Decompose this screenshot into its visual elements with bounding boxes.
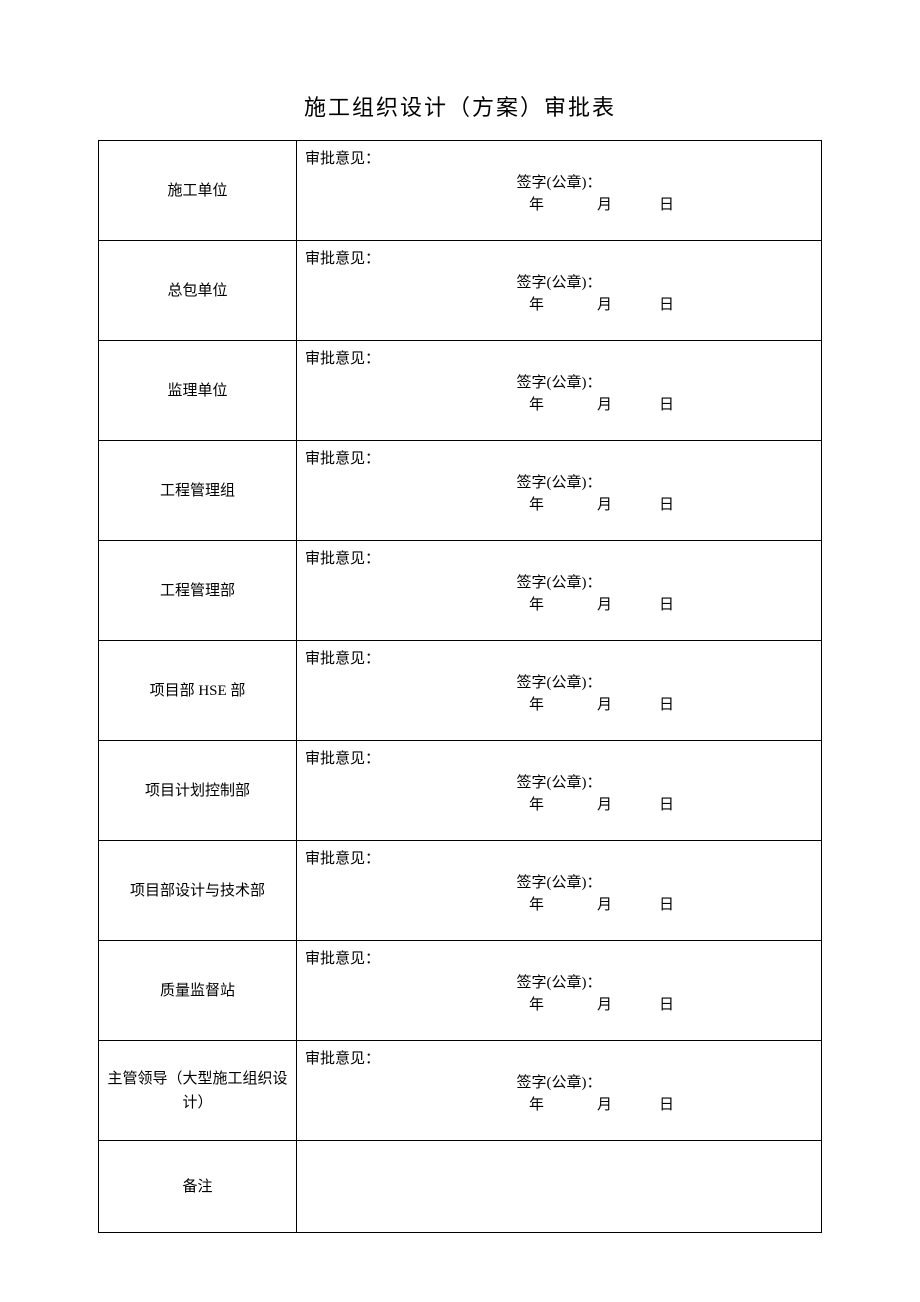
table-row: 主管领导（大型施工组织设计） 审批意见： 签字(公章)： 年 月 日 [99, 1041, 822, 1141]
sign-label: 签字(公章)： [297, 571, 821, 592]
year-label: 年 [529, 393, 544, 414]
sign-label: 签字(公章)： [297, 371, 821, 392]
table-row: 施工单位 审批意见： 签字(公章)： 年 月 日 [99, 141, 822, 241]
day-label: 日 [659, 593, 674, 614]
day-label: 日 [659, 993, 674, 1014]
row-content: 审批意见： 签字(公章)： 年 月 日 [297, 1041, 822, 1141]
month-label: 月 [597, 593, 612, 614]
year-label: 年 [529, 493, 544, 514]
row-label: 总包单位 [99, 241, 297, 341]
row-label: 施工单位 [99, 141, 297, 241]
opinion-label: 审批意见： [305, 647, 380, 668]
month-label: 月 [597, 693, 612, 714]
year-label: 年 [529, 193, 544, 214]
month-label: 月 [597, 193, 612, 214]
opinion-label: 审批意见： [305, 347, 380, 368]
month-label: 月 [597, 993, 612, 1014]
month-label: 月 [597, 793, 612, 814]
remark-content [297, 1141, 822, 1233]
row-label: 项目部 HSE 部 [99, 641, 297, 741]
month-label: 月 [597, 1093, 612, 1114]
opinion-label: 审批意见： [305, 447, 380, 468]
row-label: 监理单位 [99, 341, 297, 441]
year-label: 年 [529, 693, 544, 714]
day-label: 日 [659, 293, 674, 314]
row-content: 审批意见： 签字(公章)： 年 月 日 [297, 841, 822, 941]
month-label: 月 [597, 393, 612, 414]
table-row: 项目部设计与技术部 审批意见： 签字(公章)： 年 月 日 [99, 841, 822, 941]
approval-table-body: 施工单位 审批意见： 签字(公章)： 年 月 日 总包单位 审批意见： 签字(公… [99, 141, 822, 1233]
page-title: 施工组织设计（方案）审批表 [98, 90, 822, 122]
opinion-label: 审批意见： [305, 147, 380, 168]
opinion-label: 审批意见： [305, 747, 380, 768]
row-label: 质量监督站 [99, 941, 297, 1041]
month-label: 月 [597, 493, 612, 514]
sign-label: 签字(公章)： [297, 471, 821, 492]
opinion-label: 审批意见： [305, 1047, 380, 1068]
table-row: 监理单位 审批意见： 签字(公章)： 年 月 日 [99, 341, 822, 441]
row-content: 审批意见： 签字(公章)： 年 月 日 [297, 941, 822, 1041]
row-content: 审批意见： 签字(公章)： 年 月 日 [297, 641, 822, 741]
row-label: 工程管理组 [99, 441, 297, 541]
year-label: 年 [529, 1093, 544, 1114]
row-content: 审批意见： 签字(公章)： 年 月 日 [297, 741, 822, 841]
day-label: 日 [659, 693, 674, 714]
row-label: 工程管理部 [99, 541, 297, 641]
table-row: 项目计划控制部 审批意见： 签字(公章)： 年 月 日 [99, 741, 822, 841]
month-label: 月 [597, 293, 612, 314]
approval-table: 施工单位 审批意见： 签字(公章)： 年 月 日 总包单位 审批意见： 签字(公… [98, 140, 822, 1233]
month-label: 月 [597, 893, 612, 914]
sign-label: 签字(公章)： [297, 971, 821, 992]
opinion-label: 审批意见： [305, 847, 380, 868]
remark-label: 备注 [99, 1141, 297, 1233]
table-row: 项目部 HSE 部 审批意见： 签字(公章)： 年 月 日 [99, 641, 822, 741]
row-label: 项目计划控制部 [99, 741, 297, 841]
remark-row: 备注 [99, 1141, 822, 1233]
row-content: 审批意见： 签字(公章)： 年 月 日 [297, 541, 822, 641]
sign-label: 签字(公章)： [297, 771, 821, 792]
opinion-label: 审批意见： [305, 947, 380, 968]
row-label: 项目部设计与技术部 [99, 841, 297, 941]
day-label: 日 [659, 493, 674, 514]
year-label: 年 [529, 293, 544, 314]
opinion-label: 审批意见： [305, 547, 380, 568]
sign-label: 签字(公章)： [297, 271, 821, 292]
row-content: 审批意见： 签字(公章)： 年 月 日 [297, 241, 822, 341]
opinion-label: 审批意见： [305, 247, 380, 268]
table-row: 质量监督站 审批意见： 签字(公章)： 年 月 日 [99, 941, 822, 1041]
row-content: 审批意见： 签字(公章)： 年 月 日 [297, 341, 822, 441]
year-label: 年 [529, 593, 544, 614]
table-row: 总包单位 审批意见： 签字(公章)： 年 月 日 [99, 241, 822, 341]
year-label: 年 [529, 993, 544, 1014]
row-label: 主管领导（大型施工组织设计） [99, 1041, 297, 1141]
day-label: 日 [659, 793, 674, 814]
day-label: 日 [659, 1093, 674, 1114]
day-label: 日 [659, 193, 674, 214]
sign-label: 签字(公章)： [297, 1071, 821, 1092]
table-row: 工程管理部 审批意见： 签字(公章)： 年 月 日 [99, 541, 822, 641]
year-label: 年 [529, 893, 544, 914]
sign-label: 签字(公章)： [297, 871, 821, 892]
year-label: 年 [529, 793, 544, 814]
row-content: 审批意见： 签字(公章)： 年 月 日 [297, 441, 822, 541]
sign-label: 签字(公章)： [297, 171, 821, 192]
table-row: 工程管理组 审批意见： 签字(公章)： 年 月 日 [99, 441, 822, 541]
day-label: 日 [659, 893, 674, 914]
row-content: 审批意见： 签字(公章)： 年 月 日 [297, 141, 822, 241]
day-label: 日 [659, 393, 674, 414]
sign-label: 签字(公章)： [297, 671, 821, 692]
